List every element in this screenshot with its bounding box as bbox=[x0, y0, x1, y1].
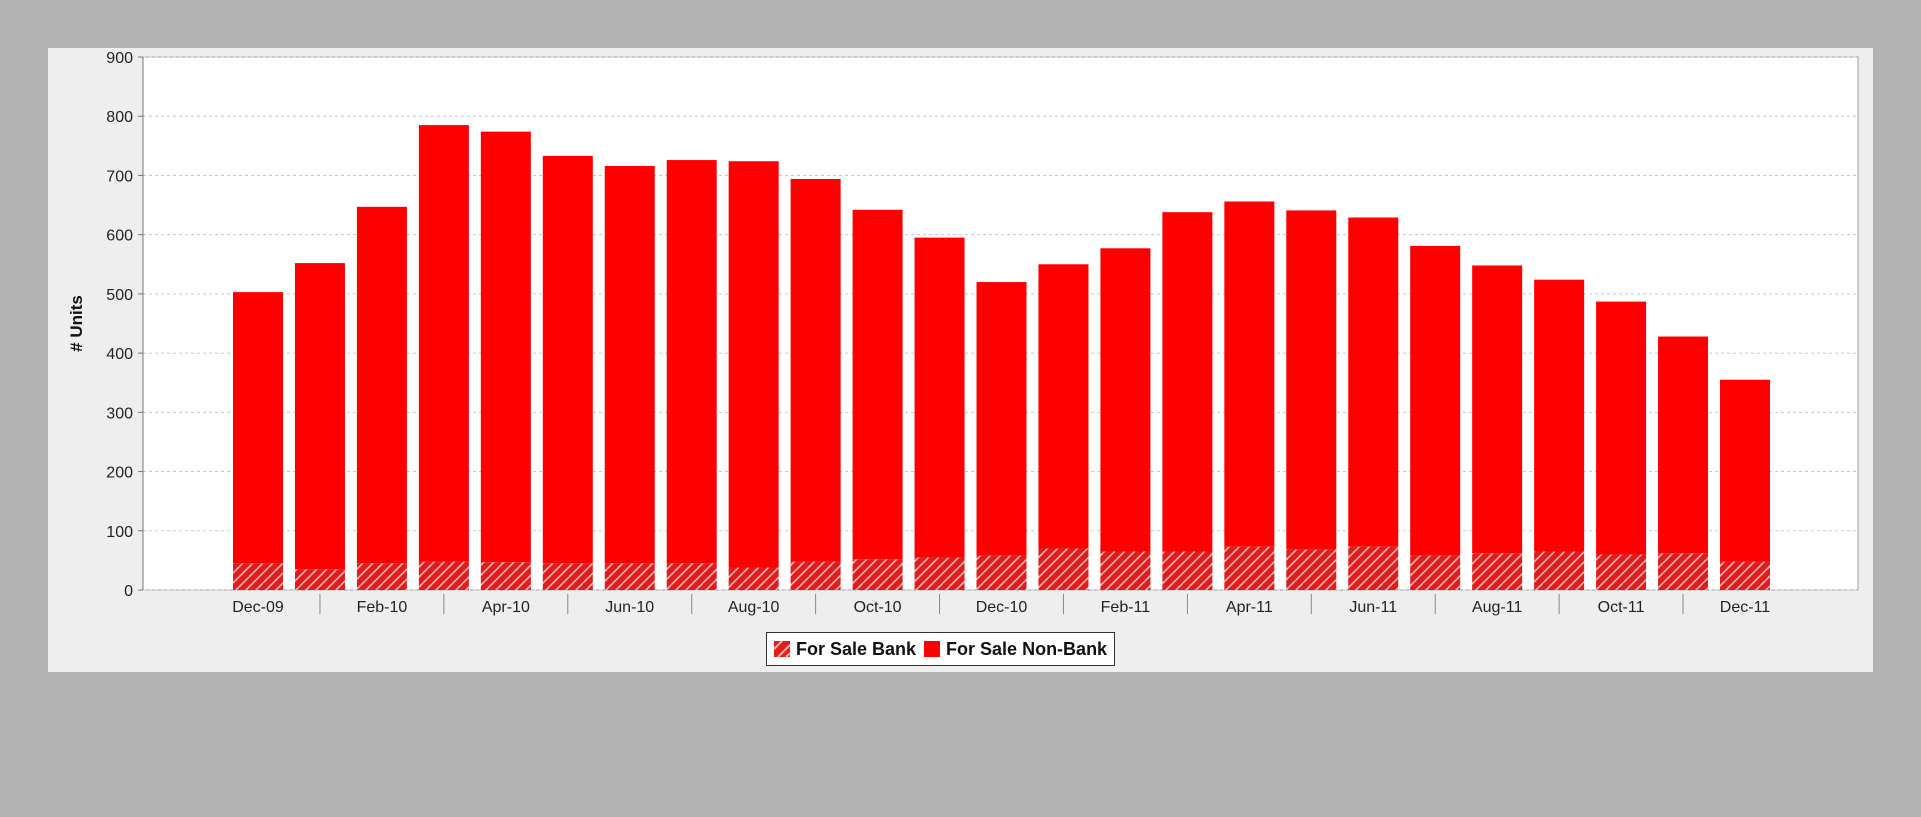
x-tick-label: Dec-11 bbox=[1720, 599, 1770, 616]
bar-non-bank bbox=[480, 131, 531, 563]
bar-bank bbox=[1100, 551, 1151, 590]
bar-non-bank bbox=[728, 161, 779, 568]
bar-bank bbox=[790, 561, 841, 590]
x-tick-label: Aug-11 bbox=[1472, 599, 1523, 616]
bar-bank bbox=[1596, 554, 1647, 590]
bar-bank bbox=[1534, 551, 1585, 590]
bar-bank bbox=[1658, 553, 1709, 590]
x-tick-label: Oct-10 bbox=[854, 599, 902, 616]
bar-non-bank bbox=[1472, 265, 1523, 554]
legend-label-bank: For Sale Bank bbox=[796, 638, 917, 659]
bar-non-bank bbox=[418, 125, 469, 562]
bar-bank bbox=[1720, 561, 1770, 590]
x-tick-label: Dec-09 bbox=[232, 599, 284, 616]
x-tick-label: Dec-10 bbox=[976, 599, 1028, 616]
bar-bank bbox=[418, 561, 469, 590]
y-tick-label: 200 bbox=[106, 465, 133, 482]
x-tick-label: Feb-11 bbox=[1101, 599, 1151, 616]
legend-item-bank: For Sale Bank bbox=[774, 639, 916, 660]
bar-bank bbox=[356, 563, 407, 590]
bar-non-bank bbox=[1038, 264, 1089, 549]
bar-bank bbox=[976, 555, 1027, 590]
legend-swatch-bank bbox=[774, 641, 790, 657]
x-tick-label: Apr-11 bbox=[1226, 599, 1273, 616]
x-tick-label: Apr-10 bbox=[482, 599, 530, 616]
x-tick-label: Feb-10 bbox=[357, 599, 408, 616]
bar-bank bbox=[914, 557, 965, 590]
bar-bank bbox=[728, 567, 779, 590]
bar-non-bank bbox=[1348, 217, 1399, 547]
bar-bank bbox=[604, 563, 655, 590]
y-tick-label: 300 bbox=[106, 405, 133, 422]
bar-non-bank bbox=[914, 237, 965, 558]
bar-bank bbox=[666, 563, 717, 590]
bar-bank bbox=[1286, 549, 1337, 590]
bar-non-bank bbox=[976, 282, 1027, 556]
bar-bank bbox=[1472, 553, 1523, 590]
x-tick-label: Oct-11 bbox=[1598, 599, 1645, 616]
legend-swatch-nonbank bbox=[924, 641, 941, 657]
y-tick-label: 0 bbox=[124, 583, 133, 600]
bar-non-bank bbox=[666, 160, 717, 564]
bar-non-bank bbox=[1286, 210, 1337, 550]
bar-bank bbox=[852, 559, 903, 590]
x-tick-label: Aug-10 bbox=[728, 599, 780, 616]
x-tick-label: Jun-10 bbox=[605, 599, 654, 616]
bar-non-bank bbox=[1162, 212, 1213, 552]
bar-non-bank bbox=[1224, 201, 1275, 547]
bar-bank bbox=[542, 563, 593, 590]
bar-non-bank bbox=[1658, 336, 1709, 554]
bar-bank bbox=[1348, 546, 1399, 590]
bar-non-bank bbox=[604, 165, 655, 564]
y-tick-label: 700 bbox=[106, 168, 133, 185]
bar-non-bank bbox=[233, 292, 283, 564]
legend: For Sale Bank For Sale Non-Bank bbox=[766, 632, 1116, 666]
y-tick-label: 100 bbox=[106, 524, 133, 541]
y-tick-label: 400 bbox=[106, 346, 133, 363]
y-tick-label: 500 bbox=[106, 287, 133, 304]
legend-label-nonbank: For Sale Non-Bank bbox=[946, 638, 1108, 659]
bar-non-bank bbox=[852, 209, 903, 560]
y-axis-title: # Units bbox=[67, 295, 86, 352]
bar-non-bank bbox=[1100, 248, 1151, 552]
x-tick-label: Jun-11 bbox=[1349, 599, 1397, 616]
bar-bank bbox=[1162, 551, 1213, 590]
bar-non-bank bbox=[356, 206, 407, 564]
bar-non-bank bbox=[1534, 279, 1585, 552]
bar-bank bbox=[1410, 555, 1461, 590]
legend-item-nonbank: For Sale Non-Bank bbox=[924, 639, 1107, 660]
y-tick-label: 800 bbox=[106, 109, 133, 126]
bar-bank bbox=[480, 562, 531, 590]
bar-non-bank bbox=[1720, 379, 1770, 562]
bar-non-bank bbox=[294, 263, 345, 570]
bar-non-bank bbox=[542, 155, 593, 564]
bar-non-bank bbox=[1410, 245, 1461, 556]
bar-chart: 0 100 200 300 400 500 600 700 800 900 # Units Dec-0… bbox=[67, 50, 1859, 616]
bar-bank bbox=[1038, 548, 1089, 590]
bar-non-bank bbox=[790, 178, 841, 562]
y-tick-label: 900 bbox=[106, 50, 133, 67]
y-tick-label: 600 bbox=[106, 228, 133, 245]
bar-bank bbox=[233, 563, 283, 590]
bar-bank bbox=[294, 569, 345, 590]
bar-bank bbox=[1224, 546, 1275, 590]
bar-non-bank bbox=[1596, 301, 1647, 555]
chart-panel: 0 100 200 300 400 500 600 700 800 900 # Units Dec-0… bbox=[48, 48, 1873, 672]
